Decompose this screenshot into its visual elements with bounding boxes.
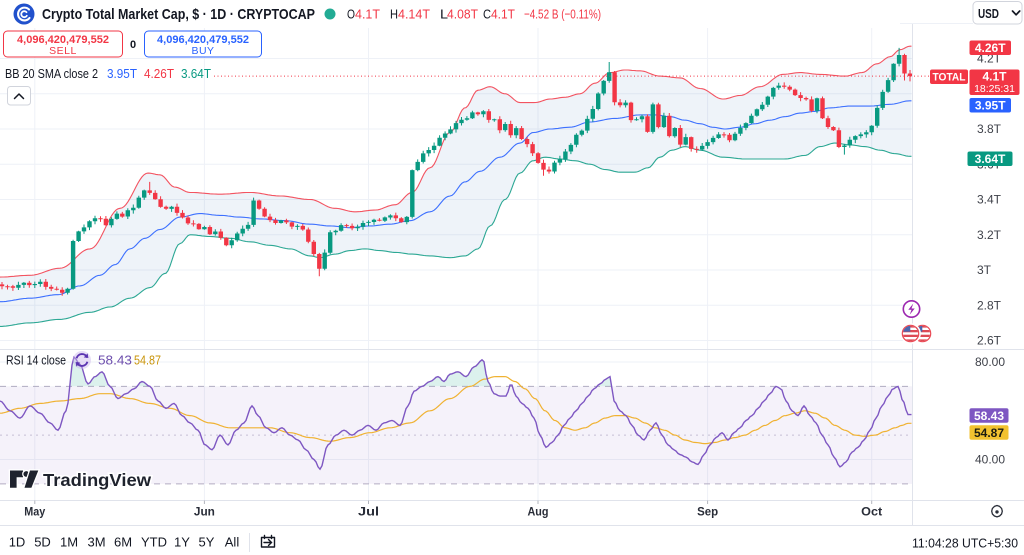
svg-text:0: 0 [130,39,136,51]
svg-text:1M: 1M [60,535,78,550]
svg-text:4.1T: 4.1T [491,7,515,22]
svg-text:TOTAL: TOTAL [933,71,966,83]
svg-text:3.95T: 3.95T [975,99,1006,113]
svg-text:3.8T: 3.8T [977,122,1002,136]
svg-text:3.64T: 3.64T [181,66,211,81]
svg-text:58.43: 58.43 [974,409,1004,423]
svg-text:Aug: Aug [528,505,549,519]
svg-text:4.26T: 4.26T [975,41,1006,55]
svg-text:1D: 1D [9,535,26,550]
svg-text:4.2T: 4.2T [977,52,1002,66]
svg-text:11:04:28 UTC+5:30: 11:04:28 UTC+5:30 [912,536,1018,551]
svg-text:2.8T: 2.8T [977,299,1002,313]
svg-text:80.00: 80.00 [975,355,1005,369]
svg-text:3.95T: 3.95T [107,66,137,81]
svg-text:Sep: Sep [697,505,718,519]
svg-text:5D: 5D [34,535,51,550]
svg-text:RSI 14 close: RSI 14 close [6,353,66,368]
svg-text:Oct: Oct [861,505,882,519]
svg-text:May: May [24,505,45,519]
svg-text:O: O [347,7,355,22]
svg-text:4.14T: 4.14T [398,7,430,22]
svg-text:4.1T: 4.1T [355,7,380,22]
svg-text:3M: 3M [87,535,105,550]
svg-text:Jun: Jun [194,505,215,519]
svg-text:YTD: YTD [141,535,167,550]
svg-text:Crypto Total Market Cap, $ · 1: Crypto Total Market Cap, $ · 1D · CRYPTO… [42,6,315,23]
svg-text:BUY: BUY [191,45,214,57]
svg-text:SELL: SELL [49,45,77,57]
svg-text:3.4T: 3.4T [977,193,1002,207]
svg-text:58.43: 58.43 [98,353,132,368]
svg-text:4.08T: 4.08T [447,7,478,22]
svg-text:3T: 3T [977,263,992,277]
svg-text:54.87: 54.87 [134,353,161,368]
svg-text:3.64T: 3.64T [975,152,1006,166]
svg-text:1Y: 1Y [174,535,190,550]
svg-text:BB 20 SMA close 2: BB 20 SMA close 2 [5,66,98,81]
svg-text:USD: USD [978,7,999,21]
svg-text:Jul: Jul [358,505,379,519]
svg-text:−4.52 B (−0.11%): −4.52 B (−0.11%) [524,7,601,22]
svg-text:All: All [225,535,240,550]
svg-text:4.26T: 4.26T [144,66,174,81]
svg-text:40.00: 40.00 [975,453,1005,467]
svg-text:H: H [390,7,398,22]
svg-text:TradingView: TradingView [43,470,151,490]
svg-text:4,096,420,479,552: 4,096,420,479,552 [17,34,109,46]
svg-text:C: C [483,7,491,22]
svg-text:6M: 6M [114,535,132,550]
svg-text:2.6T: 2.6T [977,334,1002,348]
svg-text:54.87: 54.87 [974,426,1004,440]
svg-text:3.2T: 3.2T [977,228,1002,242]
svg-text:5Y: 5Y [199,535,215,550]
svg-text:18:25:31: 18:25:31 [974,83,1015,95]
svg-text:4,096,420,479,552: 4,096,420,479,552 [157,34,249,46]
svg-text:4.1T: 4.1T [982,70,1007,84]
svg-text:L: L [440,7,448,22]
